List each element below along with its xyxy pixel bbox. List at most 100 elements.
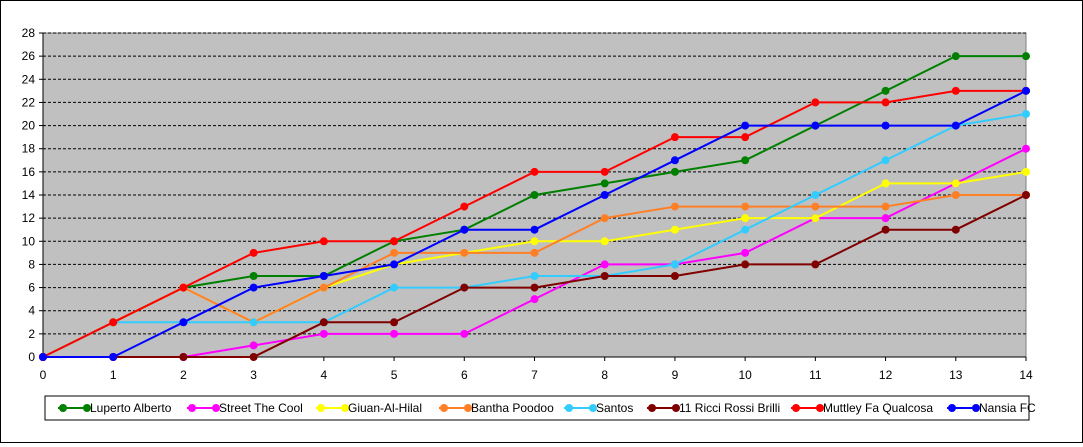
legend-swatch-marker <box>565 404 573 412</box>
x-tick-label: 0 <box>40 368 47 382</box>
data-point <box>249 248 258 257</box>
data-point <box>390 318 399 327</box>
data-point <box>390 237 399 246</box>
y-tick-label: 20 <box>22 119 36 133</box>
data-point <box>179 283 188 292</box>
y-tick-label: 8 <box>28 257 35 271</box>
data-point <box>811 98 820 107</box>
legend-swatch-marker <box>816 404 824 412</box>
data-point <box>741 260 750 269</box>
data-point <box>530 225 539 234</box>
data-point <box>319 329 328 338</box>
x-tick-label: 14 <box>1019 368 1033 382</box>
data-point <box>390 329 399 338</box>
y-tick-label: 4 <box>28 304 35 318</box>
legend-swatch-marker <box>212 404 220 412</box>
legend-label: Nansia FC <box>979 401 1036 415</box>
y-tick-label: 26 <box>22 49 36 63</box>
data-point <box>1022 167 1030 176</box>
legend-swatch-marker <box>672 404 680 412</box>
legend-swatch-marker <box>972 404 980 412</box>
data-point <box>530 295 539 304</box>
data-point <box>1022 86 1030 95</box>
data-point <box>1022 110 1030 118</box>
legend-label: Luperto Alberto <box>90 401 172 415</box>
data-point <box>670 156 679 165</box>
data-point <box>951 191 960 199</box>
data-point <box>319 283 328 292</box>
x-tick-label: 11 <box>809 368 822 382</box>
data-point <box>249 318 258 327</box>
legend-label: 11 Ricci Rossi Brilli <box>679 401 780 415</box>
data-point <box>179 318 188 327</box>
legend-swatch-marker <box>589 404 597 412</box>
data-point <box>249 341 258 350</box>
legend-swatch-marker <box>948 404 956 412</box>
y-tick-label: 0 <box>28 350 35 364</box>
data-point <box>1022 191 1030 199</box>
x-tick-label: 4 <box>321 368 328 382</box>
data-point <box>460 225 469 234</box>
series-layer <box>39 52 1030 361</box>
legend-swatch-marker <box>464 404 472 412</box>
data-point <box>530 237 539 246</box>
legend-swatch-marker <box>648 404 656 412</box>
data-point <box>741 225 750 234</box>
data-point <box>951 121 960 130</box>
data-point <box>600 214 609 223</box>
data-point <box>811 214 820 223</box>
data-point <box>460 202 469 211</box>
x-tick-label: 3 <box>250 368 257 382</box>
data-point <box>951 225 960 234</box>
data-point <box>670 167 679 176</box>
data-point <box>179 353 188 361</box>
legend-item: Street The Cool <box>187 401 303 415</box>
data-point <box>390 248 399 257</box>
data-point <box>951 52 960 61</box>
data-point <box>881 86 890 95</box>
series-8 <box>39 86 1030 361</box>
legend-swatch-marker <box>341 404 349 412</box>
x-tick-label: 7 <box>531 368 538 382</box>
data-point <box>881 214 890 223</box>
legend-label: Bantha Poodoo <box>471 401 554 415</box>
data-point <box>670 260 679 269</box>
y-tick-label: 2 <box>28 327 35 341</box>
data-point <box>530 191 539 199</box>
data-point <box>319 318 328 327</box>
data-point <box>390 283 399 292</box>
data-point <box>249 272 258 280</box>
y-tick-label: 18 <box>22 142 36 156</box>
data-point <box>741 121 750 130</box>
legend-swatch-marker <box>188 404 196 412</box>
data-point <box>881 179 890 188</box>
x-tick-label: 1 <box>110 368 117 382</box>
data-point <box>670 133 679 142</box>
data-point <box>109 353 118 361</box>
data-point <box>670 272 679 280</box>
y-tick-label: 16 <box>22 165 36 179</box>
data-point <box>460 283 469 292</box>
legend-label: Street The Cool <box>219 401 303 415</box>
x-tick-label: 2 <box>180 368 187 382</box>
x-tick-label: 9 <box>672 368 679 382</box>
data-point <box>39 353 47 361</box>
legend-label: Santos <box>596 401 633 415</box>
legend-item: Nansia FC <box>947 401 1036 415</box>
y-tick-label: 12 <box>22 211 36 225</box>
legend-swatch-marker <box>83 404 91 412</box>
data-point <box>600 167 609 176</box>
legend-item: Muttley Fa Qualcosa <box>791 401 933 415</box>
legend-label: Muttley Fa Qualcosa <box>823 401 933 415</box>
data-point <box>670 225 679 234</box>
data-point <box>881 202 890 211</box>
data-point <box>1022 144 1030 153</box>
data-point <box>1022 52 1030 61</box>
legend-swatch-marker <box>59 404 67 412</box>
data-point <box>741 248 750 257</box>
data-point <box>530 248 539 257</box>
data-point <box>600 191 609 199</box>
data-point <box>881 225 890 234</box>
